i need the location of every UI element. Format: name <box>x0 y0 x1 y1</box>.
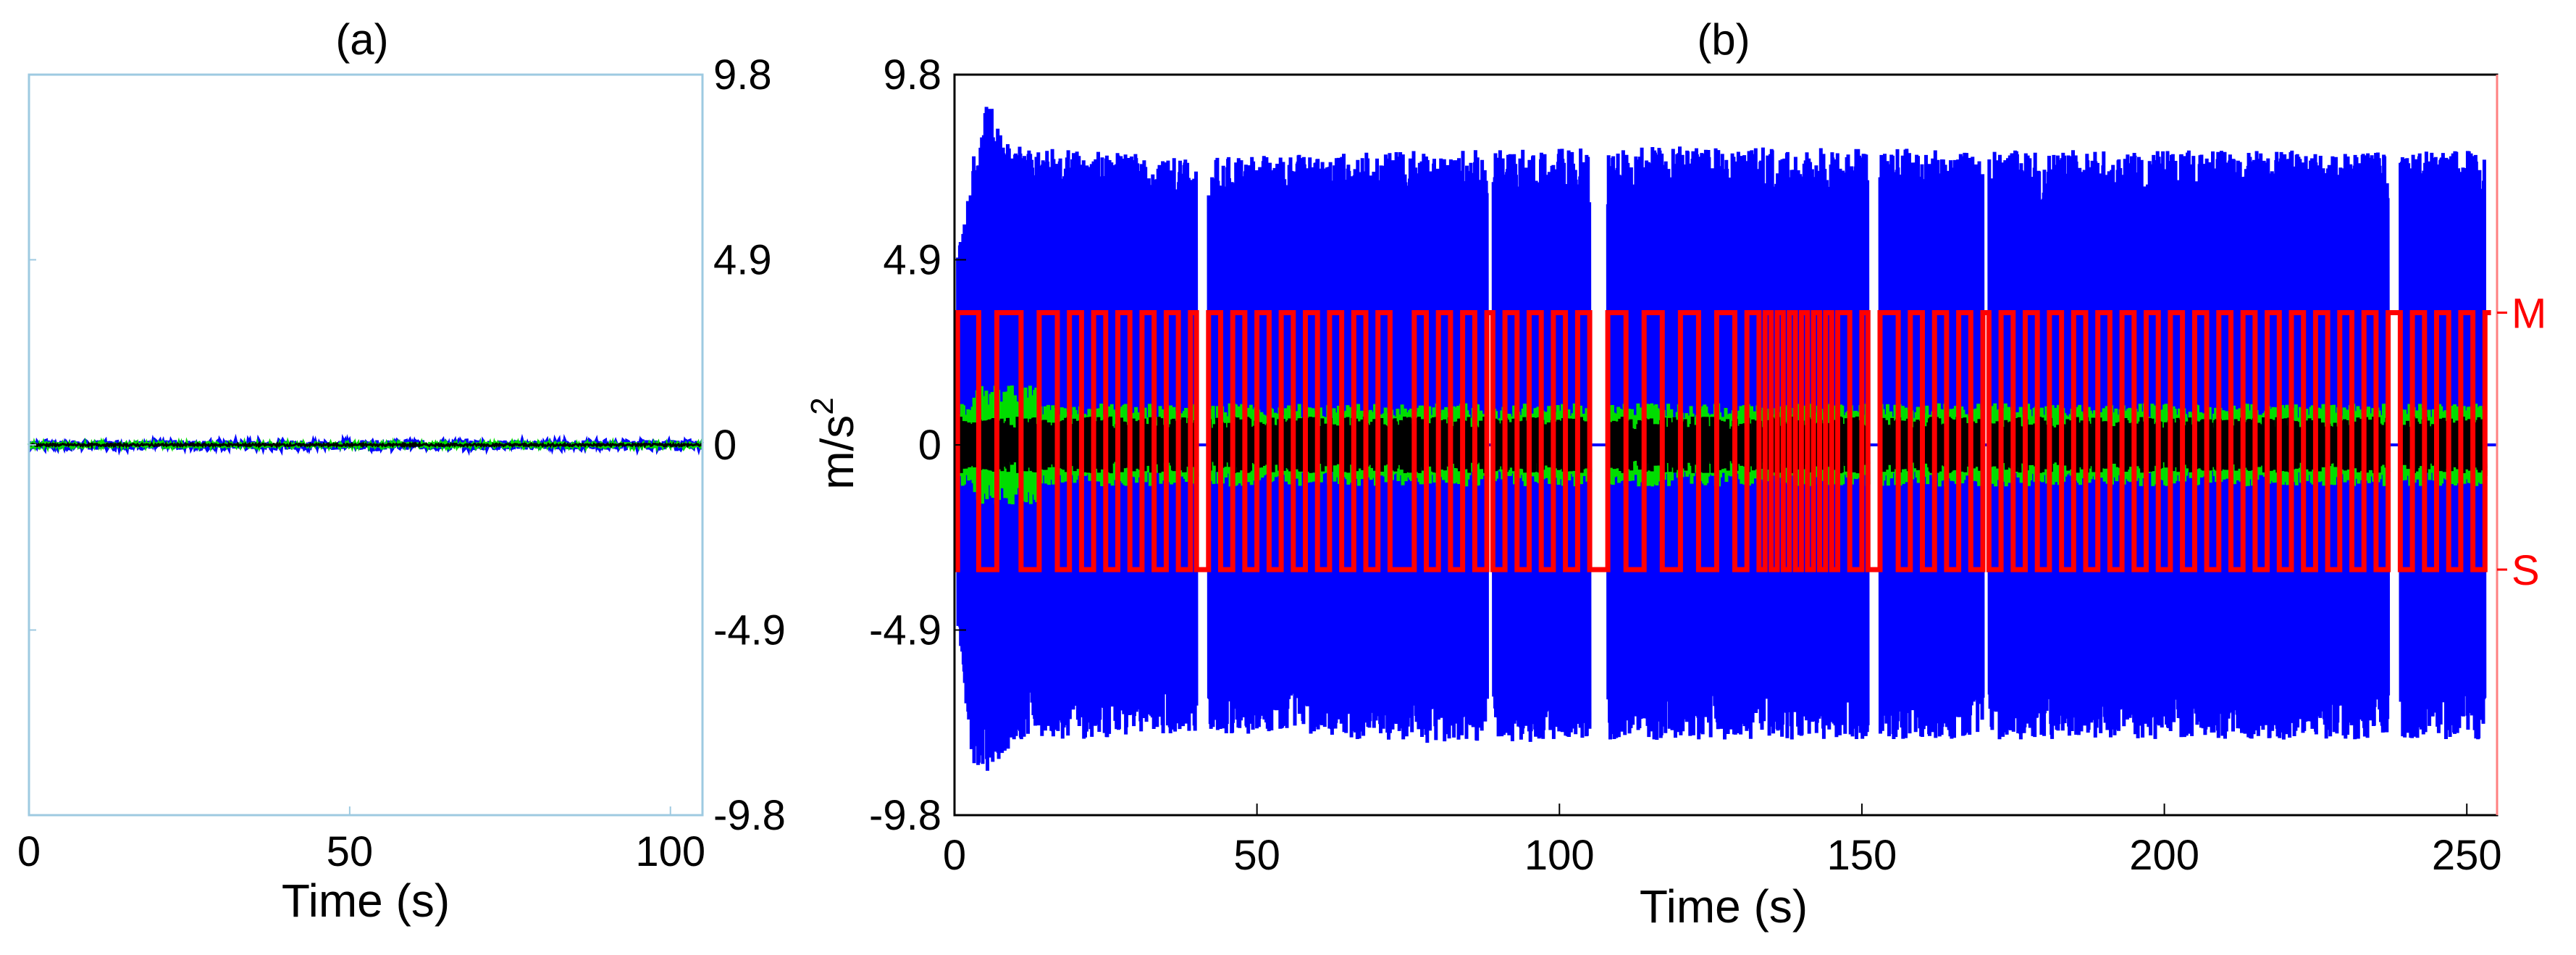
panel-b-right-label-m: M <box>2512 291 2546 338</box>
panel-b-y-tick-label: 0 <box>918 422 941 469</box>
panel-b-series <box>955 107 2497 771</box>
panel-b-x-tick-label: 150 <box>1827 832 1897 879</box>
panel-a-y-tick-label: -4.9 <box>713 607 786 654</box>
panel-b-x-tick-label: 50 <box>1233 832 1280 879</box>
panel-b-x-tick-label: 200 <box>2129 832 2199 879</box>
panel-b-y-axis-label: m/s2 <box>805 397 863 490</box>
panel-a-x-tick-label: 0 <box>17 828 41 875</box>
panel-a-y-tick-label: 0 <box>713 422 737 469</box>
panel-b-x-axis-label: Time (s) <box>1640 880 1808 933</box>
panel-b-y-axis-label-unit: m/s <box>811 415 863 490</box>
panel-b-x-tick-label: 100 <box>1524 832 1595 879</box>
panel-a-series <box>28 433 704 456</box>
panel-b-right-label-s: S <box>2512 547 2540 594</box>
panel-a-series-line <box>28 433 704 456</box>
panel-b-x-tick-label: 0 <box>943 832 966 879</box>
panel-a-y-tick-label: 9.8 <box>713 51 772 99</box>
panel-b: (b) 0 50 100 150 200 250 9.8 4.9 0 -4.9 -9.8 M S Tim… <box>805 15 2546 933</box>
panel-a-series-line <box>28 441 704 450</box>
panel-b-mode-signal <box>955 310 2491 572</box>
panel-b-ticks: 0 50 100 150 200 250 9.8 4.9 0 -4.9 -9.8 M S <box>869 51 2546 879</box>
panel-b-y-tick-label: -4.9 <box>869 607 941 654</box>
panel-b-y-tick-label: 4.9 <box>883 237 941 284</box>
panel-a-x-axis-label: Time (s) <box>282 875 450 927</box>
panel-b-x-tick-label: 250 <box>2432 832 2502 879</box>
panel-a-x-tick-label: 100 <box>635 828 705 875</box>
panel-b-y-axis-label-superscript: 2 <box>805 397 840 414</box>
panel-b-y-tick-label: -9.8 <box>869 792 941 839</box>
panel-a-x-tick-label: 50 <box>327 828 374 875</box>
panel-b-title: (b) <box>1697 15 1750 64</box>
panel-a-ticks: 0 50 100 9.8 4.9 0 -4.9 -9.8 <box>17 51 786 875</box>
panel-b-y-tick-label: 9.8 <box>883 51 941 99</box>
panel-a-y-tick-label: 4.9 <box>713 237 772 284</box>
panel-a: (a) 0 50 100 9.8 4.9 0 -4.9 -9.8 Time (s) <box>17 15 786 927</box>
panel-a-title: (a) <box>335 15 388 64</box>
panel-a-y-tick-label: -9.8 <box>713 792 786 839</box>
